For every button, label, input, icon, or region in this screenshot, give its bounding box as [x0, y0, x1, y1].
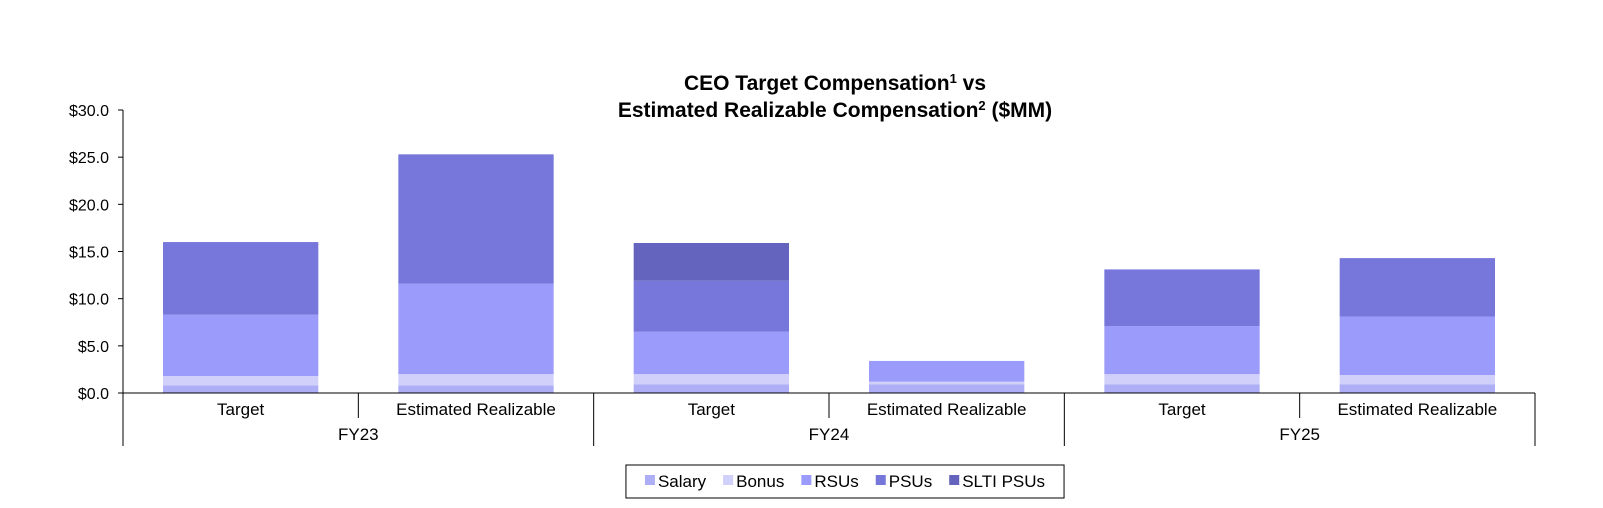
title-line2-text: Estimated Realizable Compensation — [618, 99, 979, 122]
bar-segment-salary — [869, 384, 1025, 393]
bars — [163, 154, 1495, 393]
legend-label: Salary — [658, 472, 707, 491]
x-category-label: Target — [688, 400, 736, 419]
legend-label: PSUs — [889, 472, 932, 491]
bar-segment-psus — [633, 280, 789, 332]
x-category-label: Estimated Realizable — [1337, 400, 1497, 419]
bar-segment-bonus — [1339, 375, 1495, 385]
legend-swatch-bonus — [723, 475, 734, 485]
bar-segment-rsus — [633, 331, 789, 375]
bar-segment-salary — [633, 384, 789, 393]
bar-segment-bonus — [163, 376, 319, 386]
legend-swatch-rsus — [801, 475, 812, 485]
y-tick-label: $10.0 — [69, 292, 109, 309]
title-line1-tail: vs — [957, 72, 986, 95]
bar-segment-rsus — [869, 360, 1025, 382]
bar-segment-slti-psus — [633, 243, 789, 281]
x-category-label: Target — [1158, 400, 1206, 419]
x-category-label: Target — [217, 400, 265, 419]
legend-label: RSUs — [814, 472, 858, 491]
bar-segment-bonus — [633, 374, 789, 385]
bar-segment-salary — [1339, 384, 1495, 393]
bar-segment-rsus — [1104, 326, 1260, 375]
title-line2-superscript: 2 — [978, 98, 985, 113]
chart-title-line-2: Estimated Realizable Compensation2 ($MM) — [618, 98, 1052, 122]
bar-segment-bonus — [869, 381, 1025, 385]
bar-segment-psus — [1104, 269, 1260, 327]
bar-segment-psus — [1339, 258, 1495, 317]
y-tick-label: $0.0 — [78, 386, 109, 403]
legend-label: SLTI PSUs — [962, 472, 1045, 491]
y-axis: $0.0 $5.0 $10.0 $15.0 $20.0 $25.0 $30.0 — [69, 103, 124, 403]
y-tick-label: $25.0 — [69, 150, 109, 167]
y-tick-label: $30.0 — [69, 103, 109, 120]
legend-swatch-psus — [875, 475, 886, 485]
bar-segment-rsus — [398, 283, 554, 375]
y-tick-label: $5.0 — [78, 339, 109, 356]
chart-title-line-1: CEO Target Compensation1 vs — [684, 71, 986, 95]
bar-segment-rsus — [163, 314, 319, 377]
bar-segment-salary — [398, 385, 554, 393]
x-category-label: Estimated Realizable — [396, 400, 556, 419]
title-line1-superscript: 1 — [950, 71, 957, 86]
title-line2-tail: ($MM) — [986, 99, 1053, 122]
y-tick-label: $20.0 — [69, 197, 109, 214]
bar-segment-psus — [163, 242, 319, 315]
x-group-label: FY23 — [338, 425, 379, 444]
title-line1-text: CEO Target Compensation — [684, 72, 950, 95]
bar-segment-bonus — [398, 374, 554, 386]
bar-segment-psus — [398, 154, 554, 284]
legend-swatch-slti-psus — [949, 475, 960, 485]
legend-swatch-salary — [644, 475, 655, 485]
bar-segment-salary — [163, 385, 319, 393]
bar-segment-rsus — [1339, 316, 1495, 376]
legend: Salary Bonus RSUs PSUs SLTI PSUs — [625, 464, 1065, 499]
legend-box — [625, 464, 1065, 499]
x-group-label: FY25 — [1279, 425, 1320, 444]
x-axis: Target Estimated Realizable Target Estimate… — [122, 392, 1536, 446]
y-tick-label: $15.0 — [69, 245, 109, 262]
bar-segment-salary — [1104, 384, 1260, 393]
legend-label: Bonus — [736, 472, 784, 491]
x-group-label: FY24 — [809, 425, 850, 444]
x-category-label: Estimated Realizable — [867, 400, 1027, 419]
bar-segment-bonus — [1104, 374, 1260, 385]
